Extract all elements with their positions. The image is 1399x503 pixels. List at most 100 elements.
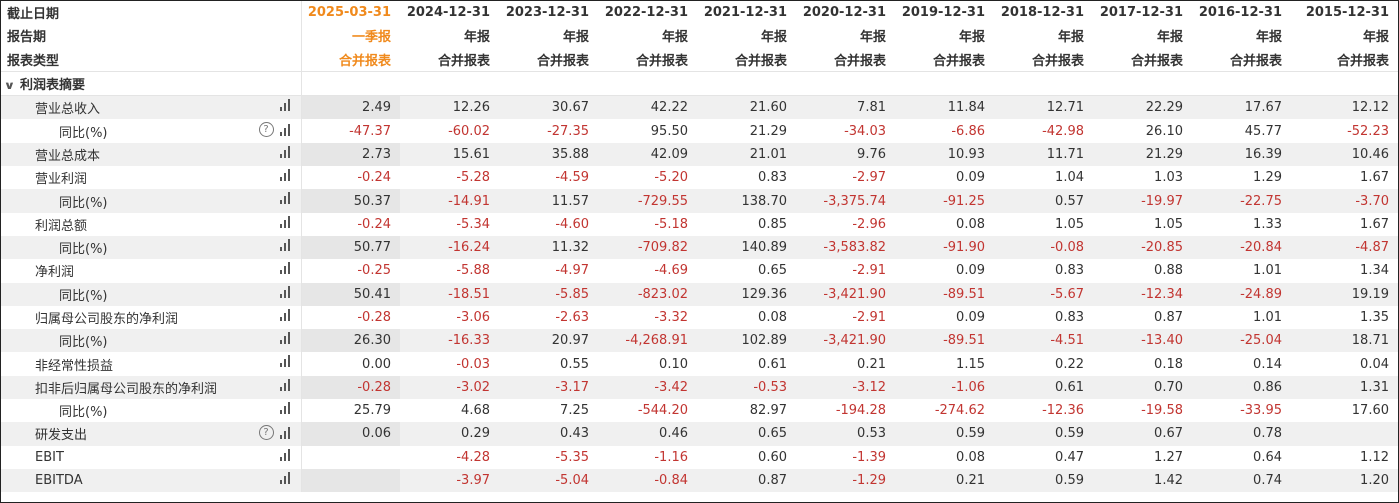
- bar-chart-icon[interactable]: [279, 238, 292, 251]
- value-cell: -194.28: [835, 403, 886, 419]
- value-cell: 30.67: [499, 95, 598, 120]
- bar-chart-icon[interactable]: [279, 99, 292, 112]
- value-cell: 42.09: [598, 142, 697, 167]
- row-label: 同比(%): [59, 242, 108, 258]
- period-date-cell[interactable]: 2025-03-31: [300, 1, 400, 25]
- chevron-down-icon[interactable]: ∨: [3, 79, 16, 93]
- bar-chart-icon[interactable]: [279, 123, 292, 136]
- period-date-cell[interactable]: 2015-12-31: [1291, 1, 1398, 25]
- period-date-cell[interactable]: 2019-12-31: [895, 1, 994, 25]
- section-row[interactable]: ∨ 利润表摘要: [1, 70, 1398, 97]
- bar-chart-icon[interactable]: [279, 426, 292, 439]
- value-cell: 0.67: [1093, 422, 1192, 446]
- bar-chart-icon[interactable]: [279, 192, 292, 205]
- period-type-cell[interactable]: 一季报: [300, 24, 400, 48]
- table-row: 同比(%) 50.77 -16.24 11.32 -709.82 140.89 -3,583…: [1, 235, 1398, 260]
- bar-chart-icon[interactable]: [279, 262, 292, 275]
- period-kind-cell[interactable]: 合并报表: [499, 47, 598, 72]
- value-cell: -2.91: [852, 310, 886, 325]
- value-cell: 1.29: [1253, 170, 1282, 186]
- row-label-cell: 研发支出?: [1, 422, 301, 446]
- value-cell: -0.28: [300, 305, 400, 330]
- period-type-cell[interactable]: 年报: [796, 24, 895, 48]
- value-cell: -4.59: [555, 170, 589, 186]
- bar-chart-icon[interactable]: [279, 471, 292, 484]
- section-toggle[interactable]: ∨ 利润表摘要: [1, 70, 301, 97]
- help-icon[interactable]: ?: [258, 425, 274, 441]
- value-cell: -709.82: [598, 235, 697, 260]
- value-cell: -4.28: [456, 449, 490, 465]
- period-type-cell[interactable]: 年报: [1192, 24, 1291, 48]
- value-cell: -544.20: [637, 403, 688, 419]
- period-type-cell[interactable]: 年报: [598, 24, 697, 48]
- period-type-cell[interactable]: 年报: [1093, 24, 1192, 48]
- value-cell: -18.51: [400, 282, 499, 306]
- table-row: 研发支出? 0.06 0.29 0.43 0.46 0.65 0.53 0.59 0.59 0.6…: [1, 422, 1398, 446]
- period-kind-cell[interactable]: 合并报表: [400, 47, 499, 72]
- bar-chart-icon[interactable]: [279, 308, 292, 321]
- period-kind-cell[interactable]: 合并报表: [697, 47, 796, 72]
- period-type-cell[interactable]: 年报: [697, 24, 796, 48]
- value-cell: -0.28: [300, 375, 400, 400]
- value-cell: 0.87: [1154, 310, 1183, 325]
- value-cell: [1291, 422, 1398, 446]
- bar-chart-icon[interactable]: [279, 215, 292, 228]
- value-cell: 16.39: [1192, 142, 1291, 167]
- row-label: 同比(%): [59, 335, 108, 351]
- period-kind-cell[interactable]: 合并报表: [895, 47, 994, 72]
- row-tools: [279, 355, 292, 368]
- period-type-cell[interactable]: 年报: [994, 24, 1093, 48]
- row-label-cell: 同比(%): [1, 235, 301, 260]
- bar-chart-icon[interactable]: [279, 378, 292, 391]
- value-cell: 4.68: [461, 403, 490, 419]
- row-label-cell: 非经常性损益: [1, 352, 301, 375]
- bar-chart-icon[interactable]: [279, 332, 292, 345]
- period-type-cell[interactable]: 年报: [499, 24, 598, 48]
- row-label: 利润总额: [35, 218, 88, 234]
- row-label: 营业利润: [35, 172, 88, 188]
- value-cell: -3.97: [400, 468, 499, 493]
- period-kind-cell[interactable]: 合并报表: [598, 47, 697, 72]
- value-cell: 0.09: [956, 170, 985, 186]
- value-cell: 95.50: [650, 123, 688, 139]
- table-row: EBIT -4.28 -5.35 -1.16 0.60 -1.39 0.08 0.47 1.27…: [1, 445, 1398, 469]
- period-date-cell[interactable]: 2016-12-31: [1192, 1, 1291, 25]
- period-type-cell[interactable]: 年报: [895, 24, 994, 48]
- table-row: 净利润 -0.25 -5.88 -4.97 -4.69 0.65 -2.91 0.09 0.83…: [1, 259, 1398, 283]
- period-date-cell[interactable]: 2018-12-31: [994, 1, 1093, 25]
- period-date-cell[interactable]: 2024-12-31: [400, 1, 499, 25]
- period-date-cell[interactable]: 2023-12-31: [499, 1, 598, 25]
- period-kind-cell[interactable]: 合并报表: [994, 47, 1093, 72]
- period-kind-cell[interactable]: 合并报表: [1192, 47, 1291, 72]
- bar-chart-icon[interactable]: [279, 145, 292, 158]
- value-cell: 17.60: [1351, 403, 1389, 419]
- period-kind-cell[interactable]: 合并报表: [300, 47, 400, 72]
- help-icon[interactable]: ?: [258, 122, 274, 138]
- value-cell: -5.85: [499, 282, 598, 306]
- value-cell: 1.05: [1154, 216, 1183, 232]
- period-date-cell[interactable]: 2017-12-31: [1093, 1, 1192, 25]
- period-kind-cell[interactable]: 合并报表: [1093, 47, 1192, 72]
- bar-chart-icon[interactable]: [279, 448, 292, 461]
- period-date-cell[interactable]: 2022-12-31: [598, 1, 697, 25]
- bar-chart-icon[interactable]: [279, 355, 292, 368]
- value-cell: 7.81: [796, 95, 895, 120]
- bar-chart-icon[interactable]: [279, 169, 292, 182]
- bar-chart-icon[interactable]: [279, 285, 292, 298]
- period-date-cell[interactable]: 2020-12-31: [796, 1, 895, 25]
- bar-chart-icon[interactable]: [279, 402, 292, 415]
- period-type-cell[interactable]: 年报: [1291, 24, 1398, 48]
- period-kind-cell[interactable]: 合并报表: [1291, 47, 1398, 72]
- period-kind-cell[interactable]: 合并报表: [796, 47, 895, 72]
- row-label-cell: 归属母公司股东的净利润: [1, 306, 301, 329]
- section-empty-cell: [994, 70, 1093, 97]
- value-cell: 0.53: [796, 422, 895, 446]
- value-cell: 19.19: [1291, 282, 1398, 306]
- period-type-cell[interactable]: 年报: [400, 24, 499, 48]
- section-empty-cell: [1291, 70, 1398, 97]
- period-date-cell[interactable]: 2021-12-31: [697, 1, 796, 25]
- value-cell: 21.60: [697, 95, 796, 120]
- row-label: 同比(%): [59, 125, 108, 141]
- row-label: 归属母公司股东的净利润: [35, 312, 179, 327]
- value-cell: 9.76: [796, 142, 895, 167]
